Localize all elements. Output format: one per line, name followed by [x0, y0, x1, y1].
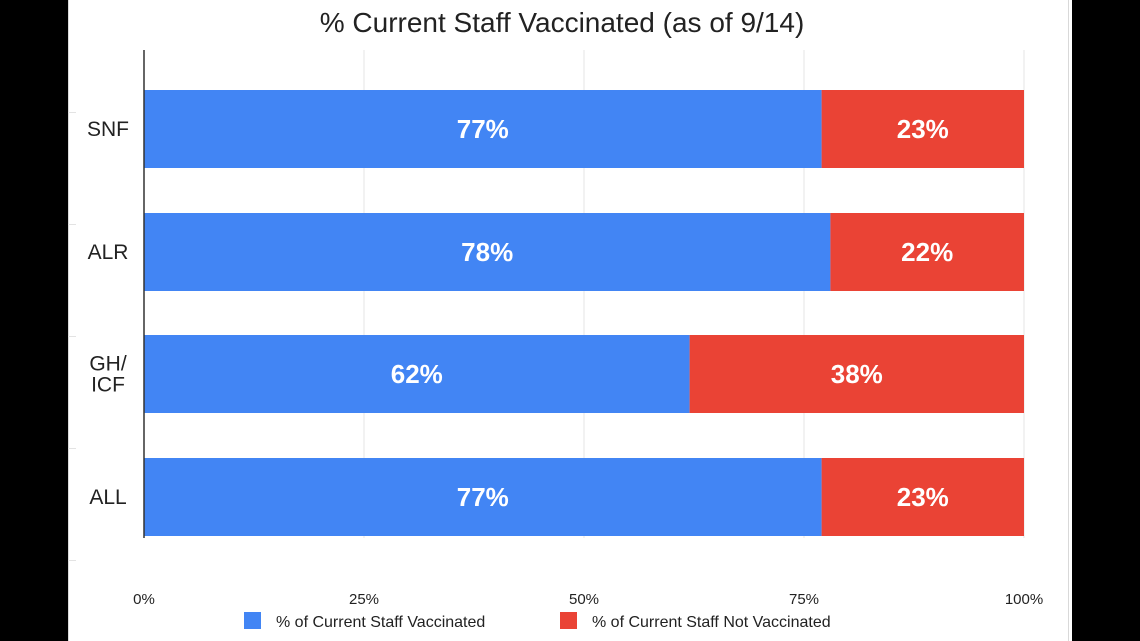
legend: % of Current Staff Vaccinated % of Curren… [244, 612, 831, 631]
legend-label-not-vaccinated: % of Current Staff Not Vaccinated [592, 614, 831, 631]
bar-not-vaccinated [689, 335, 1024, 413]
data-label-vaccinated: 78% [461, 237, 513, 267]
category-label: GH/ICF [89, 353, 127, 397]
x-tick-label: 25% [349, 591, 379, 608]
x-tick-label: 50% [569, 591, 599, 608]
sheet-gridline-row [68, 112, 76, 113]
category-label-line: GH/ [89, 353, 127, 376]
stacked-bar-chart: % Current Staff Vaccinated (as of 9/14) … [87, 7, 1043, 631]
category-label-line: ALR [88, 241, 129, 264]
legend-label-vaccinated: % of Current Staff Vaccinated [276, 614, 485, 631]
sheet-gridline-row [68, 336, 76, 337]
data-label-not-vaccinated: 38% [831, 359, 883, 389]
category-label-line: ICF [91, 374, 125, 397]
legend-swatch-not-vaccinated [560, 612, 577, 629]
data-label-vaccinated: 62% [391, 359, 443, 389]
axes: 0% 25% 50% 75% 100% SNF ALR GH/ICF ALL [87, 50, 1043, 608]
sheet-gridline-right [1068, 0, 1069, 641]
data-label-not-vaccinated: 22% [901, 237, 953, 267]
data-label-not-vaccinated: 23% [897, 482, 949, 512]
bar-vaccinated [144, 335, 690, 413]
x-tick-label: 0% [133, 591, 155, 608]
bar-not-vaccinated [821, 90, 1024, 168]
x-tick-label: 100% [1005, 591, 1043, 608]
sheet-gridline-left [68, 0, 69, 641]
data-labels: 77% 23% 78% 22% 62% 38% 77% 23% [391, 114, 953, 512]
chart-panel: % Current Staff Vaccinated (as of 9/14) … [68, 0, 1072, 641]
category-label: ALL [89, 486, 126, 509]
x-tick-label: 75% [789, 591, 819, 608]
data-label-vaccinated: 77% [457, 482, 509, 512]
chart-title: % Current Staff Vaccinated (as of 9/14) [320, 7, 805, 38]
bar-not-vaccinated [830, 213, 1024, 291]
category-label: ALR [88, 241, 129, 264]
sheet-gridline-row [68, 560, 76, 561]
data-label-vaccinated: 77% [457, 114, 509, 144]
category-label: SNF [87, 118, 129, 141]
sheet-gridline-row [68, 224, 76, 225]
category-label-line: SNF [87, 118, 129, 141]
legend-swatch-vaccinated [244, 612, 261, 629]
sheet-gridline-row [68, 448, 76, 449]
bar-vaccinated [144, 90, 822, 168]
bar-not-vaccinated [821, 458, 1024, 536]
bar-vaccinated [144, 213, 831, 291]
bar-vaccinated [144, 458, 822, 536]
data-label-not-vaccinated: 23% [897, 114, 949, 144]
bars [144, 90, 1024, 536]
category-label-line: ALL [89, 486, 126, 509]
